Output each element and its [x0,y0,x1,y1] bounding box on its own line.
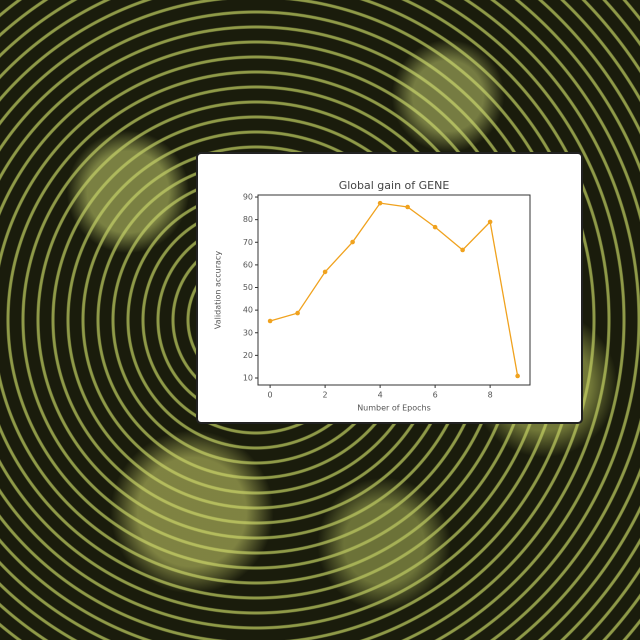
x-tick-label: 2 [323,391,328,400]
point [350,239,355,245]
x-tick-label: 6 [433,391,438,400]
x-tick-label: 8 [488,391,493,400]
x-tick-label: 0 [268,391,273,400]
y-tick-label: 80 [243,215,253,224]
point [460,247,465,253]
chart-card [196,152,583,424]
point [487,219,493,225]
line [269,202,519,377]
point [432,224,438,230]
point [295,310,300,316]
point [322,269,328,275]
y-tick-label: 30 [243,328,253,337]
y-tick-label: 20 [243,351,253,360]
y-tick-label: 90 [243,193,253,202]
y-tick-label: 40 [243,306,253,315]
y-axis-label: Validation accuracy [214,251,223,329]
x-tick-label: 4 [378,391,383,400]
point [515,373,520,379]
y-tick-label: 50 [243,283,253,292]
plot-frame [257,194,531,386]
y-tick-label: 70 [243,238,253,247]
point [377,200,383,206]
y-tick-label: 60 [243,260,253,269]
point [405,204,410,210]
y-tick-label: 10 [243,373,253,382]
x-axis-label: Number of Epochs [357,404,431,413]
chart-title: Global gain of GENE [339,179,450,192]
point [267,318,273,324]
